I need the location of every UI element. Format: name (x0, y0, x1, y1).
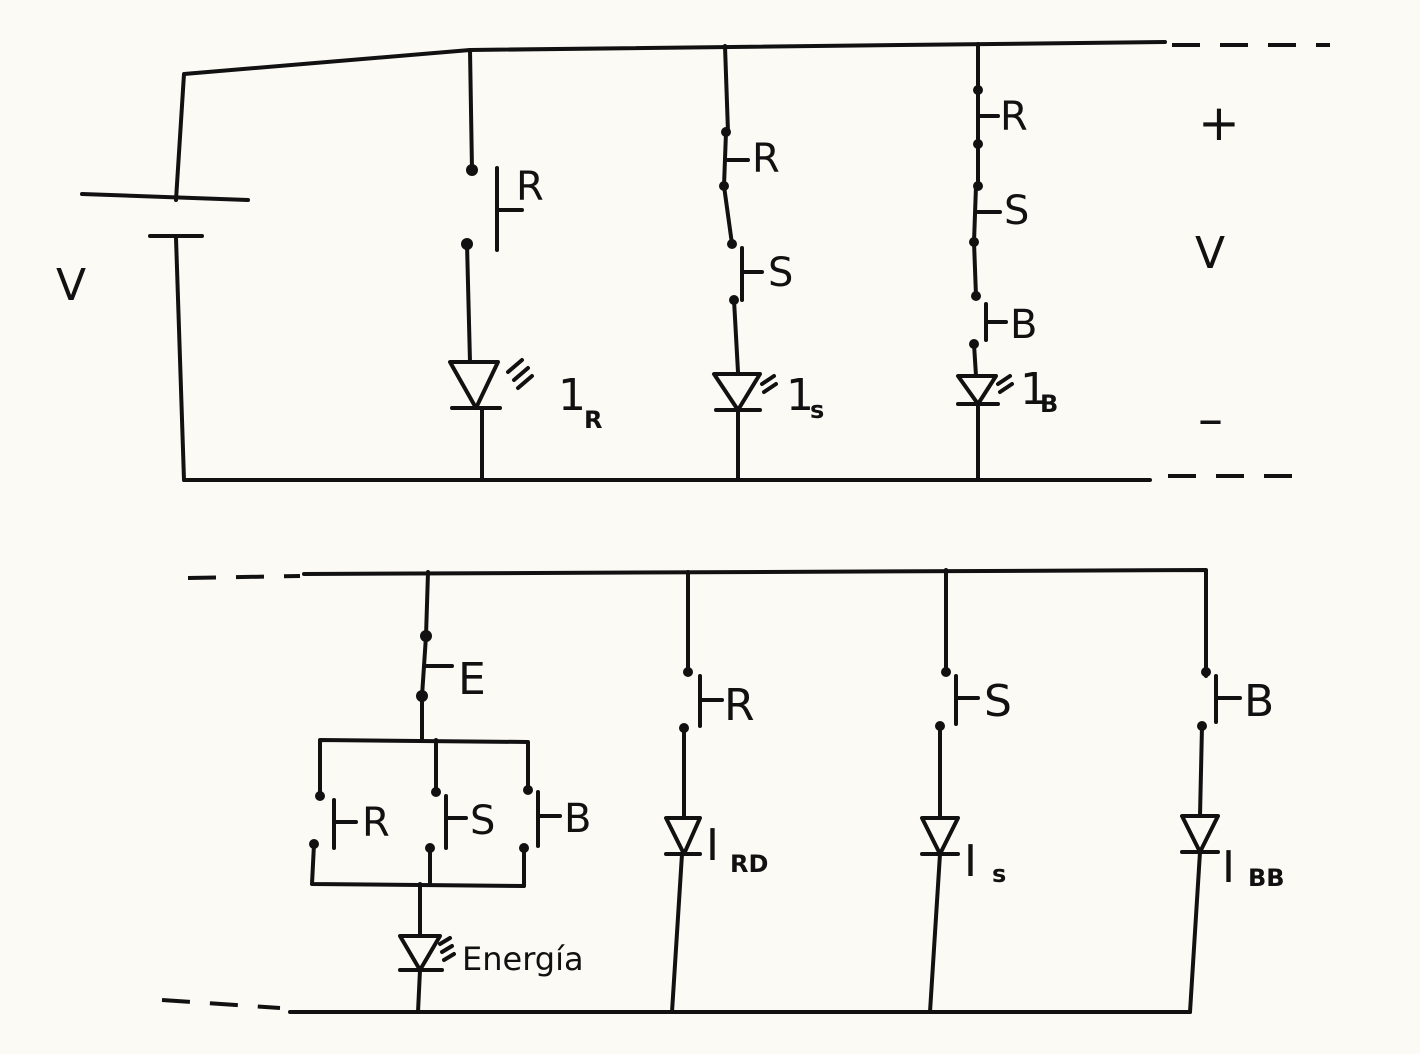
switch-s-label: S (1004, 188, 1029, 234)
output-plus-label: + (1198, 94, 1240, 152)
led-b (956, 374, 1014, 406)
switch-b-label: B (1244, 676, 1274, 727)
switch-r-label: R (1000, 94, 1028, 140)
led-r-subscript: RD (730, 850, 768, 878)
top-negative-rail (174, 236, 1152, 482)
switch-s-label: S (984, 676, 1012, 727)
switch-e (420, 634, 454, 698)
output-voltage-label: V (1195, 228, 1225, 279)
battery-long-plate (80, 192, 250, 202)
wire (732, 298, 740, 374)
switch-r (495, 166, 524, 252)
switch-contact (941, 667, 951, 677)
bottom-positive-rail (302, 568, 1208, 678)
bottom-energy-branch: E R S B (309, 570, 591, 1014)
wire (723, 44, 730, 134)
switch-b (984, 302, 1008, 342)
led-r (664, 816, 702, 856)
top-branch-s: R S 1 s (712, 44, 824, 482)
switch-contact (683, 667, 693, 677)
led-s (712, 372, 778, 412)
led-b-label: 1 (1020, 364, 1048, 415)
switch-contact (971, 291, 981, 301)
switch-r (332, 798, 358, 850)
led-b-subscript: BB (1248, 864, 1285, 892)
led-energy-label: Energía (462, 940, 584, 978)
led-s-subscript: s (992, 860, 1006, 888)
bottom-branch-s: S I s (920, 568, 1012, 1014)
bottom-circuit: E R S B (161, 568, 1285, 1014)
led-energy (398, 934, 456, 972)
switch-contact (523, 785, 533, 795)
switch-e-label: E (458, 654, 486, 705)
switch-r (976, 88, 1000, 146)
top-positive-rail (174, 40, 1167, 202)
switch-r (722, 130, 750, 188)
switch-s (444, 794, 468, 850)
wire (416, 968, 422, 1014)
led-s (920, 816, 960, 856)
wire (1198, 724, 1204, 818)
switch-r-label: R (516, 164, 544, 210)
led-b (1180, 814, 1220, 854)
switch-s (954, 674, 980, 726)
bottom-branch-r: R I RD (664, 570, 768, 1014)
led-b-label: I (1222, 842, 1235, 893)
switch-b (536, 790, 562, 848)
top-circuit: V + V – R 1 R (56, 40, 1330, 482)
wire (928, 852, 942, 1014)
bottom-positive-rail-dashed (187, 574, 301, 580)
switch-contact (315, 791, 325, 801)
led-s-label: I (964, 836, 977, 887)
output-minus-label: – (1198, 390, 1223, 448)
battery-symbol (80, 192, 250, 238)
wire (722, 184, 734, 246)
switch-s-label: S (470, 798, 495, 844)
switch-r-label: R (752, 136, 780, 182)
led-s-subscript: s (810, 396, 824, 424)
switch-contact (727, 239, 737, 249)
switch-b-label: B (564, 796, 591, 842)
switch-s (972, 184, 1002, 244)
led-r (448, 358, 534, 410)
wire (670, 852, 684, 1014)
switch-contact (431, 787, 441, 797)
parallel-block-top (318, 738, 530, 798)
led-r-subscript: R (584, 406, 602, 434)
switch-r-label: R (724, 680, 755, 731)
top-branch-r: R 1 R (448, 48, 602, 482)
parallel-block-bottom (310, 842, 526, 888)
switch-b (1214, 674, 1242, 724)
top-branch-b: R S B 1 (956, 42, 1058, 482)
bottom-branch-b: B I BB (1180, 667, 1285, 1014)
switch-contact (466, 164, 478, 176)
source-voltage-label: V (56, 260, 86, 311)
wire (424, 570, 430, 638)
wire (465, 242, 472, 364)
switch-r (698, 674, 724, 728)
led-b-subscript: B (1040, 390, 1058, 418)
bottom-negative-rail-dashed (161, 998, 281, 1010)
wire (972, 342, 978, 378)
switch-b-label: B (1010, 302, 1037, 348)
switch-s (740, 246, 764, 302)
led-r-label: 1 (558, 370, 586, 421)
wire (468, 48, 474, 172)
led-s-label: 1 (786, 370, 814, 421)
wire (1188, 850, 1202, 1014)
wire (972, 240, 978, 298)
switch-s-label: S (768, 250, 793, 296)
switch-contact (1201, 667, 1211, 677)
led-r-label: I (706, 820, 719, 871)
switch-r-label: R (362, 800, 390, 846)
